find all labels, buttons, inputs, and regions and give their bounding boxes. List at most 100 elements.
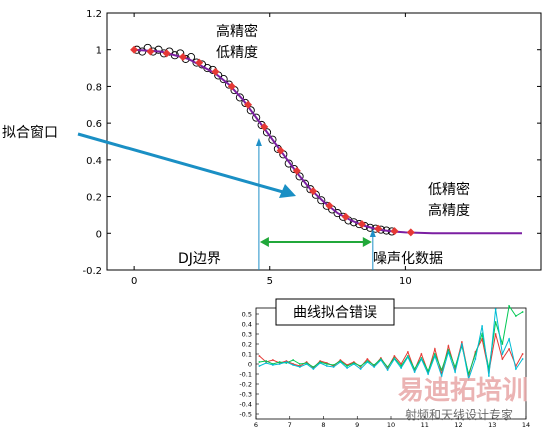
fit-point-diamond <box>260 122 269 131</box>
inset-error-lines <box>258 304 524 381</box>
annotation-right-high-precision: 高精度 <box>428 202 470 219</box>
data-point-circle <box>268 135 277 144</box>
fit-point-diamond <box>227 82 236 91</box>
annotation-dj-boundary: DJ边界 <box>178 251 221 267</box>
x-tick-label: 0 <box>131 276 137 287</box>
inset-series-point <box>312 368 315 370</box>
fit-point-diamond <box>211 67 220 76</box>
inset-series-point <box>278 361 281 363</box>
inset-series-point <box>285 361 288 363</box>
fit-point-diamond <box>341 212 350 221</box>
watermark-brand: 易迪拓培训 <box>398 376 528 406</box>
inset-series-point <box>379 359 382 361</box>
inset-series-point <box>258 365 261 367</box>
fit-point-diamond <box>390 227 399 236</box>
inset-series-point <box>494 308 497 310</box>
inset-series-point <box>508 305 511 307</box>
inset-x-tick-label: 10 <box>387 421 395 429</box>
inset-series-point <box>420 353 423 355</box>
inset-series-point <box>501 358 504 360</box>
inset-series-point <box>346 367 349 369</box>
inset-series-point <box>271 364 274 366</box>
inset-series-point <box>447 351 450 353</box>
main-x-axis: 0 5 10 <box>131 13 412 287</box>
watermark-slogan: 射频和天线设计专家 <box>405 407 513 422</box>
data-point-circle <box>252 113 261 122</box>
watermark-logo: 易迪拓培训 射频和天线设计专家 <box>398 376 528 422</box>
inset-x-axis: 6 7 8 9 10 11 12 13 14 <box>254 416 530 429</box>
inset-series-point <box>366 358 369 360</box>
inset-y-tick-label: 0.4 <box>242 321 252 329</box>
inset-series-point <box>325 363 328 365</box>
inset-y-tick-label: -0.5 <box>239 411 252 419</box>
inset-series-point <box>332 364 335 366</box>
inset-series-point <box>420 358 423 360</box>
fit-point-diamond <box>406 228 415 237</box>
main-y-axis: -0.2 0 0.2 0.4 0.6 0.8 1 1.2 <box>82 9 541 277</box>
y-tick-label: 0.2 <box>86 193 102 204</box>
inset-series-point <box>433 348 436 350</box>
inset-series-point <box>292 364 295 366</box>
inset-y-tick-label: 0.1 <box>242 351 252 359</box>
data-point-circle <box>284 159 293 168</box>
inset-y-tick-label: 0.2 <box>242 341 252 349</box>
inset-y-tick-label: 0.3 <box>242 331 252 339</box>
inset-series-point <box>386 369 389 371</box>
inset-title-box <box>275 298 395 326</box>
inset-series-point <box>406 351 409 353</box>
main-chart: -0.200.20.40.60.811.2 0 5 10 高精密 低精度 拟合窗口 … <box>2 9 542 287</box>
fit-point-diamond <box>178 53 187 62</box>
inset-series-point <box>440 369 443 371</box>
inset-chart: 曲线拟合错误 0.5 0.4 0.3 0.2 0.1 0 -0.1 -0.2 -0.3 -0.4 -… <box>239 298 530 429</box>
inset-series-point <box>487 375 490 377</box>
noise-line-arrowhead <box>369 229 376 237</box>
inset-series-point <box>292 359 295 361</box>
data-point-circle <box>246 106 255 115</box>
inset-y-tick-label: -0.2 <box>239 381 252 389</box>
inset-y-tick-label: -0.3 <box>239 391 252 399</box>
fit-curve-line <box>134 48 522 235</box>
inset-series-point <box>501 343 504 345</box>
inset-series-point <box>359 365 362 367</box>
inset-x-tick-label: 12 <box>454 421 462 429</box>
inset-series-point <box>346 365 349 367</box>
fit-window-points <box>130 45 415 237</box>
annotation-top-low-precision: 低精度 <box>216 45 258 61</box>
inset-series-point <box>373 366 376 368</box>
inset-x-tick-label: 6 <box>254 421 258 429</box>
inset-series-point <box>298 366 301 368</box>
y-tick-label: 0.4 <box>86 156 102 167</box>
inset-series-point <box>373 364 376 366</box>
inset-series-point <box>508 348 511 350</box>
inset-series-point <box>508 338 511 340</box>
inset-series-point <box>481 325 484 327</box>
inset-series-point <box>265 360 268 362</box>
inset-series-point <box>298 363 301 365</box>
fit-point-diamond <box>357 220 366 229</box>
inset-series-point <box>413 368 416 370</box>
inset-series-point <box>413 371 416 373</box>
inset-series-line-3 <box>259 308 524 381</box>
inset-series-point <box>271 359 274 361</box>
noise-range-arrow <box>259 237 372 247</box>
fit-point-diamond <box>374 224 383 233</box>
annotation-noisy-data: 噪声化数据 <box>373 251 443 267</box>
annotation-right-low-density: 低精密 <box>428 181 470 198</box>
inset-series-point <box>447 345 450 347</box>
inset-series-point <box>440 375 443 377</box>
inset-x-tick-label: 14 <box>522 421 530 429</box>
data-point-circle <box>219 75 228 84</box>
inset-y-tick-label: 0.5 <box>242 311 252 319</box>
fit-point-diamond <box>195 58 204 67</box>
inset-series-point <box>406 356 409 358</box>
inset-series-point <box>332 366 335 368</box>
data-point-circle <box>295 172 304 181</box>
inset-series-point <box>258 361 261 363</box>
data-point-circle <box>235 93 244 102</box>
inset-series-point <box>433 353 436 355</box>
inset-series-point <box>494 321 497 323</box>
y-tick-label: -0.2 <box>82 266 102 277</box>
inset-series-point <box>339 361 342 363</box>
inset-title: 曲线拟合错误 <box>293 305 377 321</box>
inset-x-tick-label: 13 <box>488 421 496 429</box>
